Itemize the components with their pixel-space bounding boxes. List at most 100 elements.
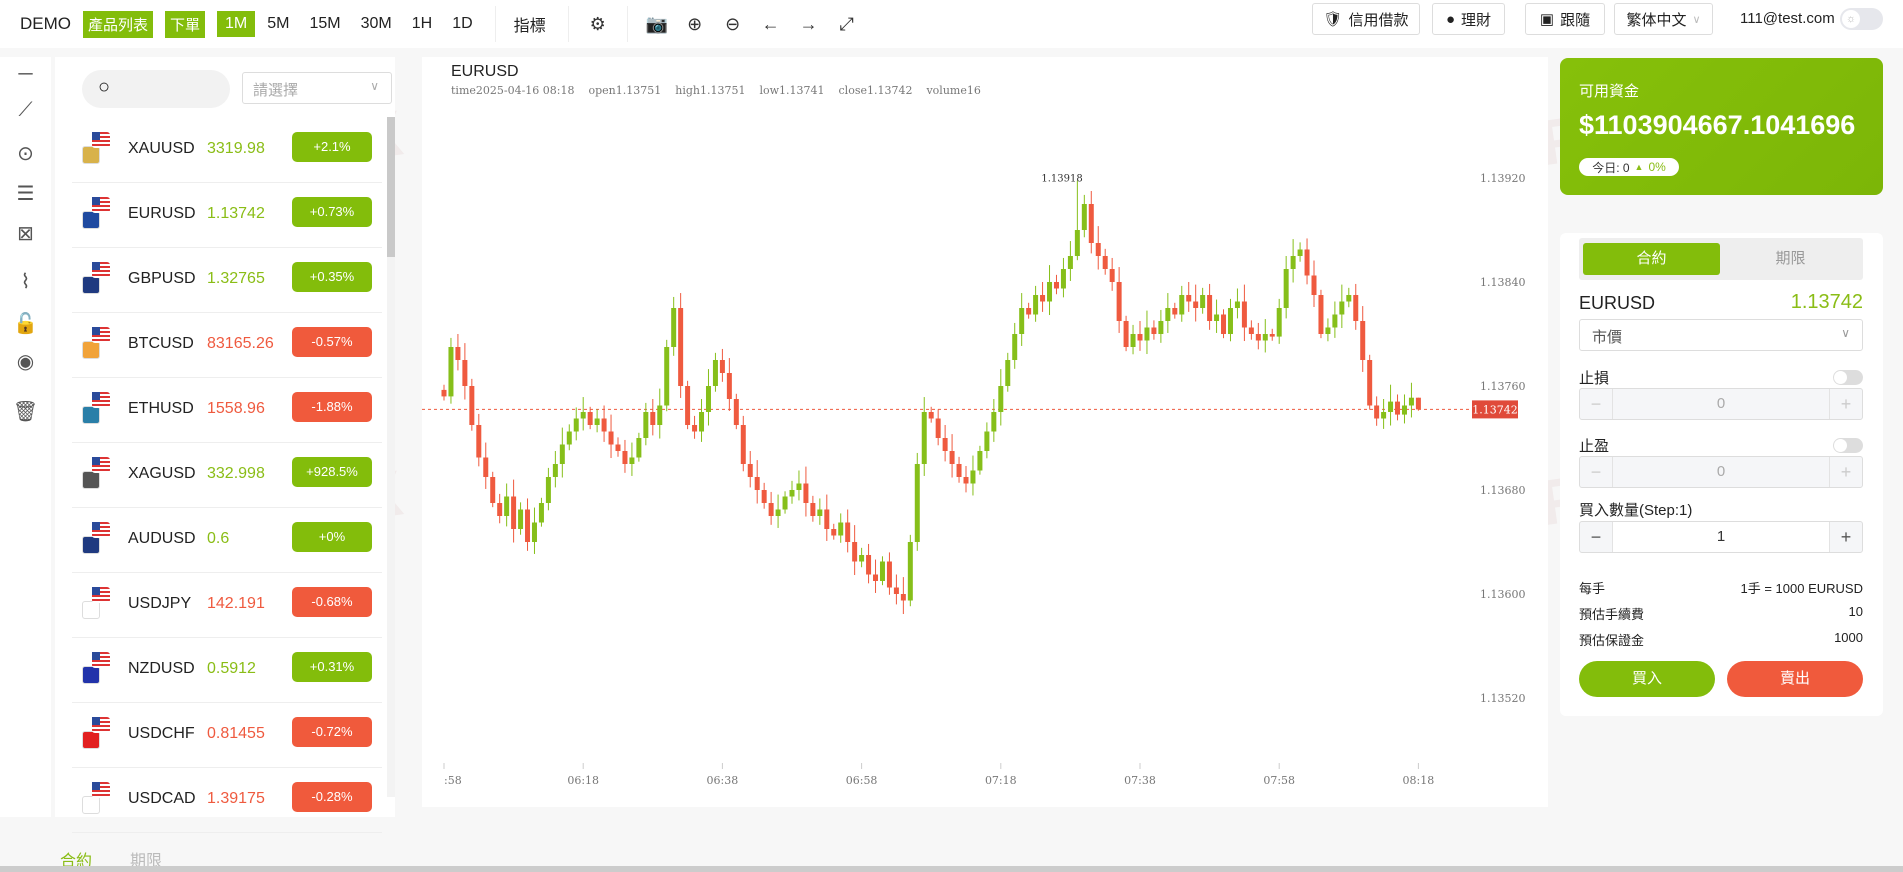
plus-icon[interactable]: + [1840, 394, 1852, 414]
follow-button[interactable]: ▣ 跟隨 [1525, 3, 1605, 35]
list-item[interactable]: USDCAD 1.39175 -0.28% [72, 768, 382, 833]
product-list-button[interactable]: 產品列表 [83, 10, 154, 38]
take-profit-label: 止盈 [1579, 438, 1610, 455]
stop-loss-toggle[interactable] [1833, 370, 1863, 385]
parallel-lines-icon[interactable]: ☰ [16, 183, 35, 205]
zoom-out-icon[interactable]: ⊖ [725, 13, 741, 34]
horizontal-line-icon[interactable]: ─ [18, 63, 33, 85]
list-item[interactable]: ETHUSD 1558.96 -1.88% [72, 378, 382, 443]
list-item[interactable]: XAUUSD 3319.98 +2.1% [72, 118, 382, 183]
tab-term[interactable]: 期限 [1775, 250, 1806, 267]
list-item[interactable]: NZDUSD 0.5912 +0.31% [72, 638, 382, 703]
chart-panel[interactable]: EURUSD time2025-04-16 08:18 open1.13751 … [422, 57, 1548, 807]
fibonacci-icon[interactable]: ⊠ [17, 223, 34, 245]
bottom-tab-contract[interactable]: 合約 [60, 853, 93, 870]
list-item[interactable]: GBPUSD 1.32765 +0.35% [72, 248, 382, 313]
search-icon: ○ [98, 76, 111, 98]
category-select[interactable]: 請選擇 ∨ [242, 72, 392, 104]
minus-icon[interactable]: − [1590, 394, 1602, 414]
per-lot-label: 每手 [1579, 581, 1606, 596]
timeframe-15m[interactable]: 15M [309, 15, 341, 32]
indicators-button[interactable]: 指標 [513, 18, 546, 35]
tab-contract[interactable]: 合約 [1583, 243, 1720, 275]
stop-loss-stepper[interactable]: −0 + [1579, 388, 1863, 420]
candle-body [657, 405, 663, 425]
take-profit-stepper[interactable]: −0 + [1579, 456, 1863, 488]
bottom-tab-term[interactable]: 期限 [130, 853, 163, 870]
sell-button[interactable]: 賣出 [1727, 661, 1863, 697]
candle-body [1019, 308, 1025, 334]
candle-body [1137, 334, 1143, 341]
candle-body [1116, 282, 1122, 321]
stop-loss-input[interactable]: 0 [1612, 389, 1830, 419]
unlock-icon[interactable]: 🔓 [13, 313, 38, 335]
divider [567, 6, 569, 42]
buy-button[interactable]: 買入 [1579, 661, 1715, 697]
candle-body [1304, 249, 1310, 276]
place-order-button[interactable]: 下單 [165, 10, 206, 38]
candlestick-chart[interactable]: 1.13920 1.13840 1.13760 1.13680 1.13600 1.135… [422, 57, 1548, 807]
timeframe-5m[interactable]: 5M [267, 15, 290, 32]
fee-label: 預估手續費 [1579, 607, 1645, 622]
camera-icon[interactable]: 📷 [645, 13, 668, 34]
scrollbar-thumb[interactable] [387, 117, 395, 257]
language-select[interactable]: 繁体中文 ∨ [1614, 3, 1713, 35]
trend-line-icon[interactable]: ⟋ [18, 99, 33, 121]
plus-icon[interactable]: + [1840, 527, 1852, 547]
candle-body [1241, 301, 1247, 328]
list-item[interactable]: XAGUSD 332.998 +928.5% [72, 443, 382, 508]
theme-toggle[interactable]: ☼ [1840, 8, 1883, 30]
take-profit-input[interactable]: 0 [1612, 457, 1830, 487]
circle-target-icon[interactable]: ⊙ [17, 143, 34, 165]
list-item[interactable]: EURUSD 1.13742 +0.73% [72, 183, 382, 248]
timeframe-30m[interactable]: 30M [360, 15, 392, 32]
search-input[interactable]: ○ [82, 70, 230, 108]
candle-body [1040, 295, 1046, 302]
candle-body [893, 587, 899, 594]
list-item[interactable]: USDCHF 0.81455 -0.72% [72, 703, 382, 768]
timeframe-1h[interactable]: 1H [411, 15, 433, 32]
candle-body [1012, 334, 1018, 360]
quantity-stepper[interactable]: −1 + [1579, 521, 1863, 553]
top-toolbar: DEMO 產品列表 下單 1M 5M 15M 30M 1H 1D 指標 ⚙ 📷 … [0, 0, 1903, 48]
timeframe-1m[interactable]: 1M [217, 11, 256, 37]
list-item[interactable]: AUDUSD 0.6 +0% [72, 508, 382, 573]
timeframe-1d[interactable]: 1D [452, 15, 473, 32]
user-email[interactable]: 111@test.com [1740, 10, 1835, 27]
magnet-icon[interactable]: ⌇ [20, 271, 31, 293]
list-item[interactable]: BTCUSD 83165.26 -0.57% [72, 313, 382, 378]
order-type-select[interactable]: 市價 ∨ [1579, 319, 1863, 351]
scrollbar[interactable] [387, 117, 395, 797]
y-tick-label: 1.13920 [1480, 172, 1526, 185]
gear-icon[interactable]: ⚙ [589, 13, 606, 34]
zoom-in-icon[interactable]: ⊕ [687, 13, 703, 34]
finance-button[interactable]: ● 理財 [1432, 3, 1505, 35]
candle-body [1200, 295, 1206, 308]
credit-loan-button[interactable]: 🛡 信用借款 [1312, 3, 1420, 35]
currency-flag-icon [82, 782, 112, 816]
minus-icon[interactable]: − [1590, 462, 1602, 482]
candle-body [448, 347, 454, 397]
x-tick-label: 08:18 [1403, 774, 1435, 787]
candle-body [712, 360, 718, 386]
minus-icon[interactable]: − [1590, 527, 1602, 547]
x-tick-label: 06:58 [846, 774, 878, 787]
list-item[interactable]: USDJPY 142.191 -0.68% [72, 573, 382, 638]
take-profit-toggle[interactable] [1833, 438, 1863, 453]
info-time: time2025-04-16 08:18 [451, 84, 575, 97]
list-item-price: 142.191 [207, 595, 265, 612]
candle-body [511, 496, 517, 529]
eye-icon[interactable]: ◉ [16, 351, 35, 373]
plus-icon[interactable]: + [1840, 462, 1852, 482]
fullscreen-icon[interactable]: ⤢ [839, 13, 854, 34]
candle-body [615, 444, 621, 451]
trash-icon[interactable]: 🗑 [12, 401, 39, 423]
arrow-right-icon[interactable]: → [799, 13, 818, 34]
candle-body [1408, 397, 1414, 406]
candle-body [1227, 308, 1233, 334]
candle-body [497, 503, 503, 516]
candle-body [796, 483, 802, 490]
arrow-left-icon[interactable]: ← [761, 13, 780, 34]
list-item-symbol: USDJPY [128, 595, 192, 612]
quantity-input[interactable]: 1 [1612, 522, 1830, 552]
